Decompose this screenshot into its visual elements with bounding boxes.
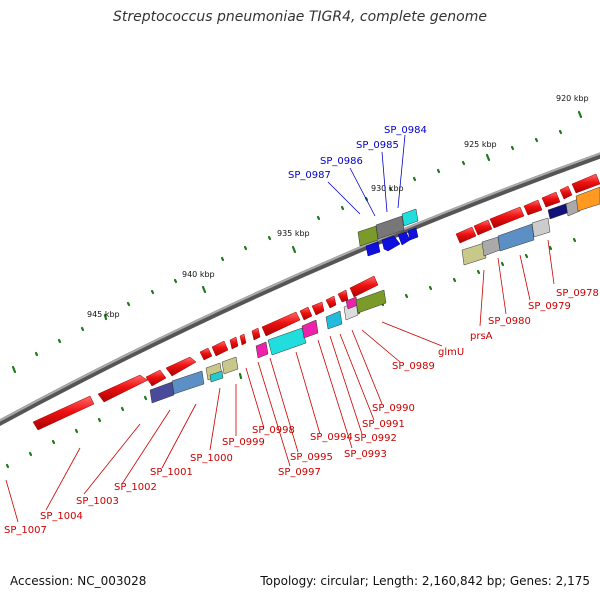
map-title: Streptococcus pneumoniae TIGR4, complete… [113,9,487,25]
gene-label[interactable]: prsA [470,331,493,342]
gene-arrow [199,347,213,361]
gene-arrow [229,336,239,350]
gene-label[interactable]: SP_1002 [114,482,157,493]
feature-block [221,356,239,375]
gene-arrow [165,356,197,377]
genome-summary-text: Topology: circular; Length: 2,160,842 bp… [260,574,590,588]
feature-block [497,223,535,252]
feature-block [267,327,307,356]
gene-label[interactable]: SP_0999 [222,437,265,448]
gene-label[interactable]: SP_0991 [362,419,405,430]
gene-arrow [97,374,149,403]
gene-label[interactable]: SP_1001 [150,467,193,478]
feature-block [565,198,581,217]
scale-tick-label: 940 kbp [182,270,215,279]
accession-text: Accession: NC_003028 [10,574,147,588]
gene-label[interactable]: SP_0985 [356,140,399,151]
feature-blocks [149,186,600,404]
reverse-strand-genes [365,227,419,257]
gene-label[interactable]: SP_1000 [190,453,233,464]
gene-label[interactable]: SP_0984 [384,125,427,136]
feature-block [401,208,419,227]
gene-arrow [299,306,313,321]
gene-arrow [349,275,379,298]
forward-strand-genes [32,173,600,431]
gene-arrow [251,327,261,341]
feature-block [301,319,319,339]
feature-block [325,310,343,330]
scale-dots-outer [11,110,583,374]
gene-arrow [211,340,229,357]
gene-label[interactable]: SP_0990 [372,403,415,414]
gene-label[interactable]: SP_0992 [354,433,397,444]
gene-label[interactable]: SP_0993 [344,449,387,460]
gene-label[interactable]: SP_0986 [320,156,363,167]
gene-arrow [455,226,477,244]
gene-label[interactable]: SP_1003 [76,496,119,507]
gene-label[interactable]: SP_1004 [40,511,83,522]
gene-label[interactable]: SP_0979 [528,301,571,312]
gene-label[interactable]: SP_0997 [278,467,321,478]
feature-block [255,341,269,359]
gene-arrow [365,241,381,257]
gene-arrow [523,199,543,216]
scale-tick-label: 925 kbp [464,140,497,149]
gene-arrow [239,333,247,346]
gene-label[interactable]: SP_0995 [290,452,333,463]
scale-tick-label: 935 kbp [277,229,310,238]
gene-label[interactable]: SP_0978 [556,288,599,299]
gene-arrow [473,219,493,236]
red-leader-lines [5,239,555,523]
scale-tick-label: 920 kbp [556,94,589,103]
gene-arrow [541,191,561,208]
gene-label[interactable]: SP_0994 [310,432,353,443]
gene-arrow [381,235,401,252]
gene-arrow [32,395,95,431]
feature-block [461,242,487,266]
gene-arrow [145,369,167,387]
gene-arrow [325,295,337,309]
feature-block [149,381,175,404]
genome-backbone [0,152,600,427]
gene-label[interactable]: glmU [438,347,464,358]
gene-label[interactable]: SP_0987 [288,170,331,181]
gene-arrow [407,227,419,241]
gene-arrow [559,185,573,200]
feature-block [171,370,205,395]
gene-label[interactable]: SP_1007 [4,525,47,536]
feature-block [481,236,501,257]
feature-block [357,225,379,247]
gene-label[interactable]: SP_0998 [252,425,295,436]
feature-block [575,186,600,212]
genome-backbone-highlight [0,152,600,422]
feature-block [355,289,387,314]
gene-arrow [489,206,525,229]
feature-block [531,217,551,238]
blue-leader-lines [327,134,406,217]
gene-arrow [571,173,600,194]
gene-arrow [337,289,349,303]
gene-label[interactable]: SP_0980 [488,316,531,327]
gene-label[interactable]: SP_0989 [392,361,435,372]
scale-tick-label: 945 kbp [87,310,120,319]
feature-block [209,370,224,383]
gene-arrow [311,301,325,316]
scale-tick-label: 930 kbp [371,184,404,193]
feature-block [375,215,405,240]
gene-arrow [261,311,301,337]
